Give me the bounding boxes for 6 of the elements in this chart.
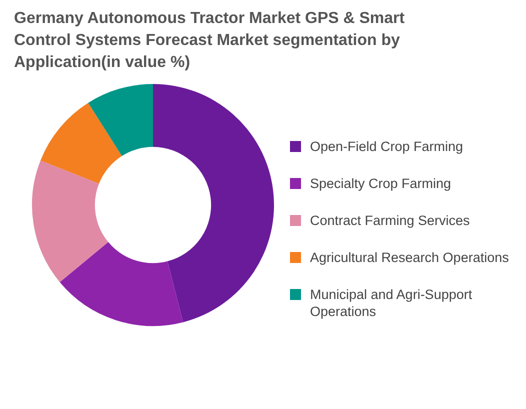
legend-label: Agricultural Research Operations [310,249,509,266]
legend-label: Contract Farming Services [310,212,470,229]
legend-label: Municipal and Agri-Support Operations [310,286,474,320]
legend-label: Open-Field Crop Farming [310,138,464,155]
legend-label: Specialty Crop Farming [310,175,452,192]
chart-title: Germany Autonomous Tractor Market GPS & Smart Control Systems Forecast Market segmentation by Application(in value %) [14,9,406,73]
